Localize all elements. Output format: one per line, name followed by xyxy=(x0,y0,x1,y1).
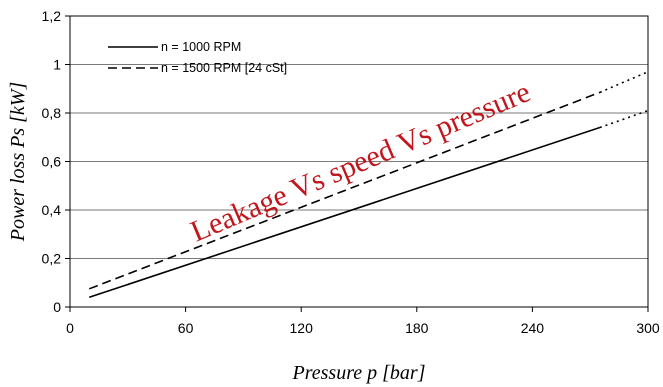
y-axis-title: Power loss Ps [kW] xyxy=(7,82,29,242)
series-extrapolation-1 xyxy=(599,109,649,129)
series-line-1 xyxy=(89,126,601,299)
x-tick-label: 120 xyxy=(290,320,314,336)
series-group xyxy=(88,71,649,299)
legend: n = 1000 RPM n = 1500 RPM [24 cSt] xyxy=(108,40,287,75)
y-tick-label: 0,6 xyxy=(42,154,62,170)
y-tick-label: 1,2 xyxy=(42,8,62,24)
x-tick-label: 240 xyxy=(521,320,545,336)
y-tick-label: 0,8 xyxy=(42,105,62,121)
x-tick-label: 180 xyxy=(405,320,429,336)
series-line-2 xyxy=(88,91,601,290)
series-extrapolation-2 xyxy=(599,71,649,94)
x-tick-label: 0 xyxy=(66,320,74,336)
axes: 0 0,2 0,4 0,6 0,8 1 1,2 0 60 120 180 240 300 xyxy=(42,8,660,336)
y-tick-label: 0,2 xyxy=(42,251,62,267)
x-tick-label: 60 xyxy=(178,320,194,336)
legend-label-1: n = 1000 RPM xyxy=(161,40,241,54)
x-axis-title: Pressure p [bar] xyxy=(292,362,426,384)
y-tick-label: 0 xyxy=(53,299,61,315)
y-tick-label: 0,4 xyxy=(42,202,62,218)
x-tick-label: 300 xyxy=(636,320,660,336)
legend-label-2: n = 1500 RPM [24 cSt] xyxy=(161,61,287,75)
grid xyxy=(70,64,648,259)
y-tick-label: 1 xyxy=(53,57,61,73)
